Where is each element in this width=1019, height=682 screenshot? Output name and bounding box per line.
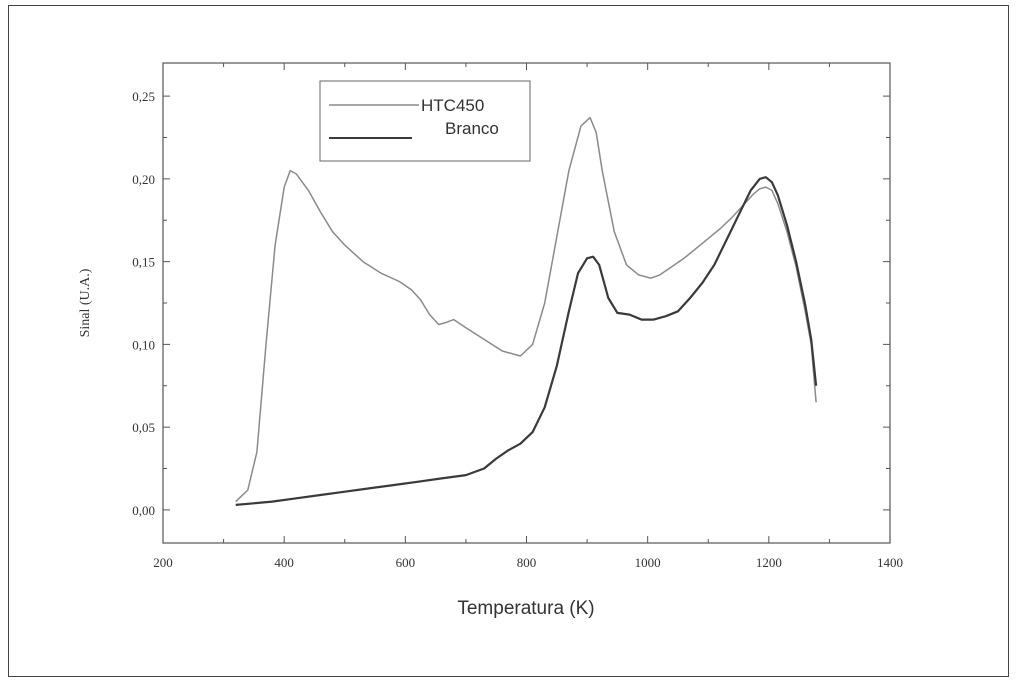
y-tick-label: 0,10 xyxy=(132,337,155,352)
y-tick-labels: 0,00 0,05 0,10 0,15 0,20 0,25 xyxy=(132,89,155,518)
x-tick-label: 200 xyxy=(153,555,173,570)
x-axis-title: Temperatura (K) xyxy=(457,598,594,619)
series-line-htc450 xyxy=(235,116,817,503)
x-tick-label: 1400 xyxy=(877,555,903,570)
chart: 200 400 600 800 1000 1200 1400 0,00 0,05 0,10 0,1… xyxy=(78,62,903,619)
y-tick-label: 0,25 xyxy=(132,89,155,104)
y-tick-label: 0,00 xyxy=(132,503,155,518)
series-line-branco xyxy=(235,176,818,506)
legend-label-branco: Branco xyxy=(445,119,499,138)
x-tick-label: 600 xyxy=(396,555,416,570)
y-tick-label: 0,05 xyxy=(132,420,155,435)
legend-box xyxy=(319,80,531,162)
y-tick-label: 0,15 xyxy=(132,255,155,270)
x-tick-label: 400 xyxy=(274,555,294,570)
legend-label-htc450: HTC450 xyxy=(421,96,484,115)
x-tick-label: 1200 xyxy=(756,555,782,570)
series-lines xyxy=(235,116,818,506)
x-tick-label: 1000 xyxy=(635,555,661,570)
y-axis-title: Sinal (U.A.) xyxy=(78,268,93,337)
figure-frame: 200 400 600 800 1000 1200 1400 0,00 0,05 0,10 0,1… xyxy=(8,5,1009,677)
tick-marks xyxy=(162,63,891,543)
legend: HTC450 Branco xyxy=(319,80,531,162)
x-tick-labels: 200 400 600 800 1000 1200 1400 xyxy=(153,555,903,570)
x-tick-label: 800 xyxy=(517,555,537,570)
y-tick-label: 0,20 xyxy=(132,172,155,187)
